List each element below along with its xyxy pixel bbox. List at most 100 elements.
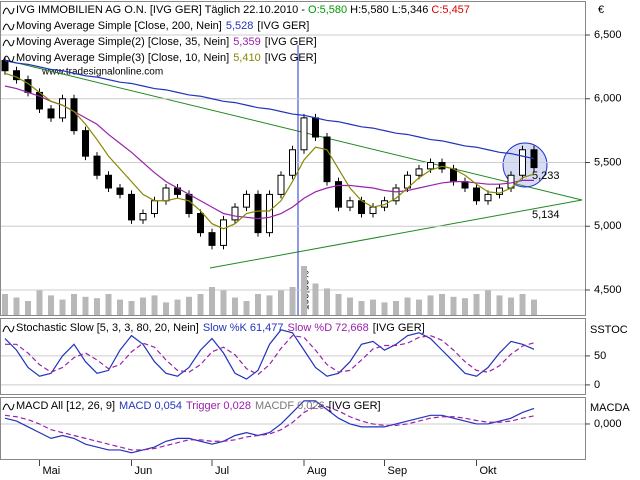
candle [197, 213, 204, 234]
indicator-line [5, 335, 535, 376]
legend-name: Trigger [186, 400, 221, 412]
candle [312, 117, 319, 138]
volume-bar [381, 302, 388, 315]
volume-bar [220, 290, 227, 315]
quote: C:5,457 [431, 4, 470, 16]
candle [358, 200, 365, 215]
price-panel-frame [0, 1, 586, 316]
stochastic-panel-frame [0, 318, 586, 395]
legend-entry: Moving Average Simple(3) [Close, 10, Nei… [16, 52, 317, 64]
candle [254, 193, 262, 234]
x-tick-label: Mai [43, 465, 61, 477]
y-tick-label: 6,500 [594, 29, 622, 41]
candle [392, 187, 400, 202]
legend-icon [2, 7, 15, 15]
legend-source: [IVG GER] [257, 20, 309, 32]
candle [415, 168, 423, 176]
legend-entry: IVG IMMOBILIEN AG O.N. [IVG GER] Täglich… [16, 4, 470, 16]
moving-average [4, 85, 534, 220]
candle [346, 200, 354, 208]
x-tick-label: Aug [307, 465, 327, 477]
volume-bar [197, 294, 204, 315]
volume-bar [232, 297, 238, 315]
candle [13, 70, 20, 81]
legend-entry: Moving Average Simple [Close, 200, Nein]… [16, 20, 309, 32]
x-tick-label: Jul [215, 465, 229, 477]
volume-bar [151, 295, 158, 315]
candle [266, 193, 273, 234]
legend-entry: Moving Average Simple(2) [Close, 35, Nei… [16, 36, 317, 48]
candle [461, 181, 469, 189]
candle [335, 181, 342, 208]
legend-icon [2, 55, 15, 63]
legend-icon [2, 325, 15, 333]
volume-bar [439, 294, 445, 315]
volume-bar [473, 294, 480, 315]
legend-value: 5,410 [233, 52, 261, 64]
y-tick-label: 50 [594, 350, 606, 362]
legend-name: Moving Average Simple(3) [Close, 10, Nei… [16, 52, 229, 64]
quote: L:5,346 [392, 4, 429, 16]
legend-entry: Stochastic Slow [5, 3, 3, 80, 20, Nein] S… [16, 322, 425, 334]
candle [243, 193, 250, 208]
legend-name: Moving Average Simple(2) [Close, 35, Nei… [16, 36, 229, 48]
trendline [4, 59, 583, 201]
candle [369, 206, 377, 215]
volume-bar [358, 301, 365, 315]
candle [231, 206, 239, 221]
quote: O:5,580 [308, 4, 347, 16]
volume-bar [496, 295, 503, 315]
legend-value: 61,477 [250, 322, 284, 334]
volume-bar [393, 301, 399, 315]
candle [220, 219, 227, 246]
candle [519, 149, 526, 176]
axis-label: MACDA [590, 402, 630, 414]
legend-icon [2, 23, 15, 31]
volume-bar [508, 297, 514, 315]
legend-value: 5,528 [226, 20, 254, 32]
volume-bar [347, 297, 353, 315]
panel-title: MACD All [12, 26, 9] [16, 400, 115, 412]
volume-bar [243, 301, 250, 315]
candle [139, 213, 147, 221]
volume-bar [416, 299, 422, 315]
legend-source: [IVG GER] [373, 322, 425, 334]
volume-bar [278, 290, 284, 315]
legend-extra: MACDF 0,026 [255, 400, 325, 412]
candle [47, 108, 55, 119]
y-tick-label: 0,000 [594, 418, 622, 430]
volume-bar [36, 290, 43, 315]
candle [1, 60, 9, 72]
volume-bar [163, 302, 169, 315]
volume-bar [186, 296, 192, 315]
panel-title: Stochastic Slow [5, 3, 3, 80, 20, Nein] [16, 322, 199, 334]
legend-source: [IVG GER] [265, 52, 317, 64]
volume-bar [105, 294, 112, 315]
candle [24, 79, 32, 93]
y-tick-label: 5,000 [594, 220, 622, 232]
trend-label: 5,233 [532, 170, 560, 182]
candle [116, 187, 124, 195]
candle [151, 200, 158, 215]
legend-entry: MACD All [12, 26, 9] MACD 0,054 Trigger 0,02… [16, 400, 381, 412]
volume-bar [266, 295, 273, 315]
legend-name: MACD [119, 400, 151, 412]
legend-value: 72,668 [335, 322, 369, 334]
y-tick-label: 6,000 [594, 93, 622, 105]
quote: H:5,580 [350, 4, 389, 16]
candle [473, 187, 480, 202]
volume-bar [59, 299, 66, 315]
candle [93, 155, 101, 176]
volume-bar [128, 301, 135, 315]
indicator-line [4, 406, 535, 451]
legend-name: Slow %K [203, 322, 248, 334]
legend-value: 0,054 [154, 400, 182, 412]
candle [82, 130, 89, 157]
volume-bar [335, 294, 342, 315]
candle [300, 117, 308, 151]
volume-bar [289, 287, 296, 315]
y-tick-label: 0 [594, 379, 600, 391]
indicator-line [4, 329, 535, 380]
candle [427, 162, 434, 170]
